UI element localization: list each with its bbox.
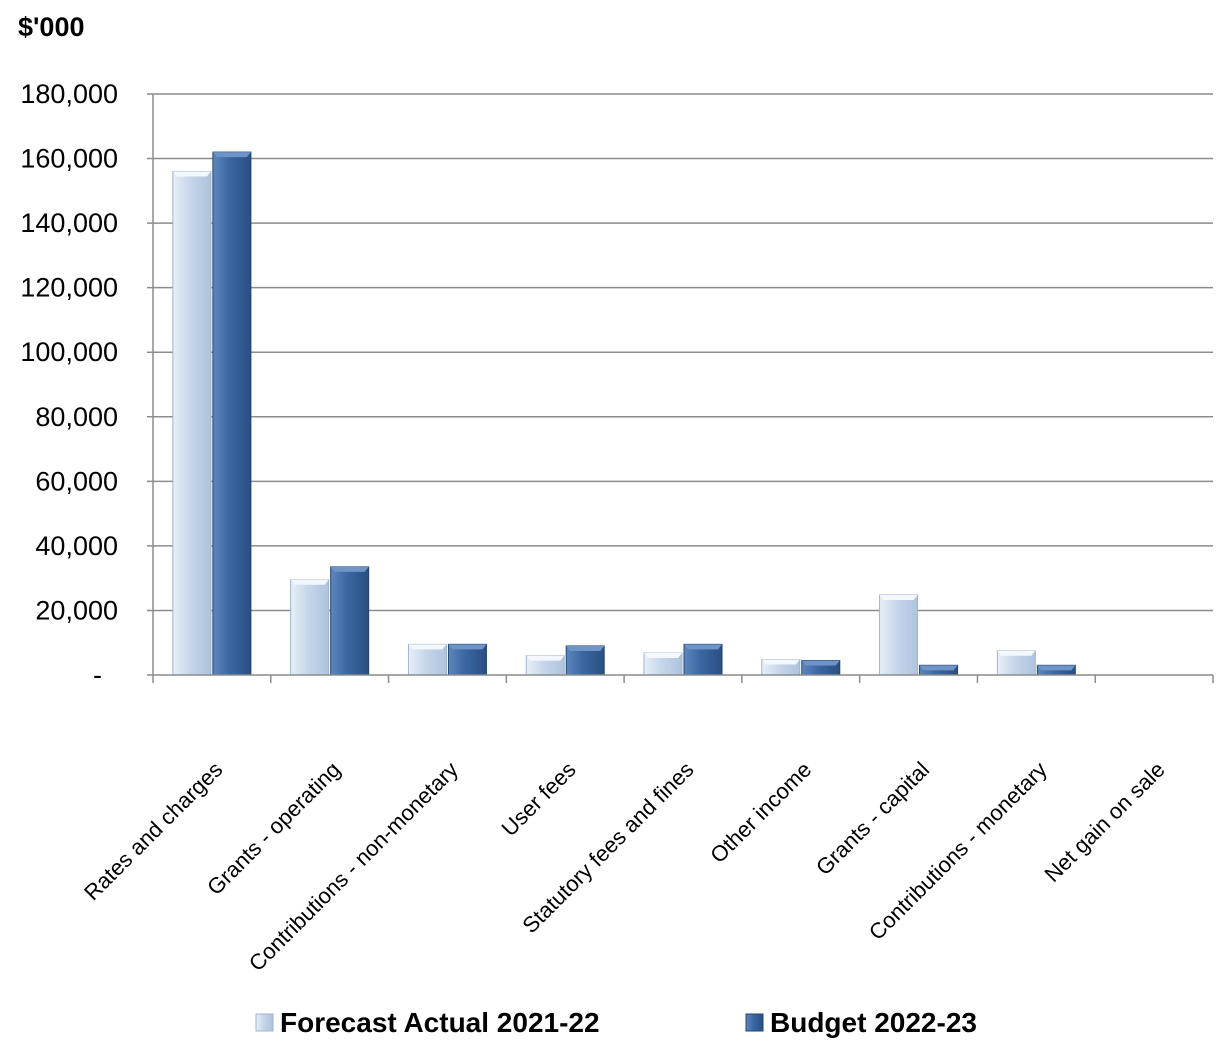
bar-top-bevel [919,665,958,671]
y-tick-label: 120,000 [20,273,118,303]
legend: Forecast Actual 2021-22 Budget 2022-23 [255,1007,977,1038]
legend-item: Forecast Actual 2021-22 [255,1007,600,1038]
bar-top-bevel [212,152,251,158]
bar [330,566,370,676]
y-tick-label: 160,000 [20,144,118,174]
y-tick-label: 100,000 [20,337,118,367]
y-tick-label: 60,000 [35,466,118,496]
bar-top-bevel [448,644,487,650]
x-category-label: Contributions - non-monetary [244,757,463,976]
bar [447,643,487,676]
y-tick-label: 20,000 [35,595,118,625]
bar-body [879,594,919,676]
bar [212,151,252,676]
bar-top-bevel [684,644,722,650]
bar-top-bevel [801,660,840,666]
bar-top-bevel [644,653,682,659]
bar [919,664,959,676]
bar-top-bevel [997,650,1036,656]
y-tick-label: 80,000 [35,402,118,432]
y-tick-label: 180,000 [20,79,118,109]
bar-top-bevel [566,645,605,651]
bar-top-bevel [761,659,800,665]
bar [407,643,447,676]
gridlines [147,93,1213,612]
y-axis-unit-label: $'000 [18,12,85,42]
bar-body [290,579,330,676]
bar-top-bevel [1037,665,1076,671]
bar [996,650,1036,676]
bars [172,151,1076,676]
bar-body [683,643,723,676]
bar [172,170,212,676]
x-category-label: User fees [497,757,581,841]
bar [801,659,841,676]
bar-top-bevel [879,594,918,600]
bar-body [212,151,252,676]
y-tick-label: - [93,660,102,690]
legend-swatch [255,1013,274,1032]
bar [1036,664,1076,676]
bar-top-bevel [290,579,329,585]
bar [683,643,723,676]
bar-body [172,170,212,676]
bar [525,655,565,676]
y-tick-label: 140,000 [20,208,118,238]
bar-body [330,566,370,676]
bar-top-bevel [408,644,447,650]
bar [879,594,919,676]
x-category-label: Grants - capital [811,757,934,880]
y-tick-label: 40,000 [35,531,118,561]
bar-top-bevel [526,655,565,661]
x-category-label: Other income [705,757,816,868]
bar [565,645,605,676]
bar-top-bevel [172,171,211,177]
legend-label: Budget 2022-23 [770,1007,977,1038]
x-axis [147,94,1214,683]
bar [290,579,330,676]
legend-item: Budget 2022-23 [745,1007,977,1038]
legend-label: Forecast Actual 2021-22 [280,1007,600,1038]
bar [761,659,801,676]
x-category-label: Net gain on sale [1040,757,1170,887]
legend-swatch [745,1013,764,1032]
bar [643,652,683,676]
bar-top-bevel [330,566,369,572]
y-axis-ticks: - 20,000 40,000 60,000 80,000 100,000 120,000 1… [20,79,118,690]
